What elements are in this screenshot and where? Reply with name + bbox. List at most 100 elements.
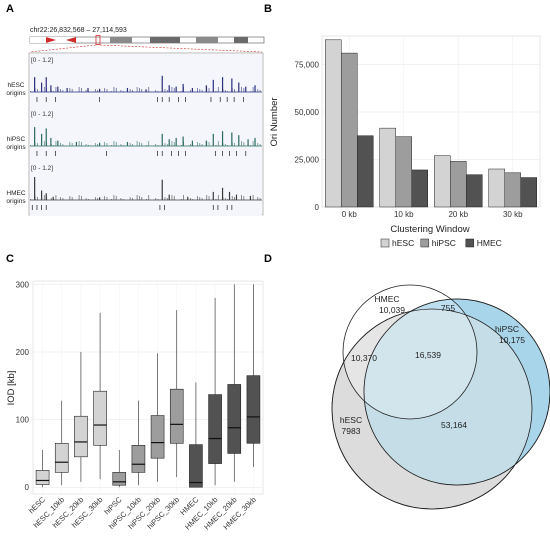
signal-noise: [259, 144, 261, 146]
signal-noise: [141, 143, 143, 146]
signal-noise: [180, 199, 182, 200]
track-label-sub: origins: [6, 198, 26, 205]
signal-noise: [129, 197, 131, 200]
signal-noise: [171, 195, 173, 200]
signal-noise: [157, 91, 159, 92]
signal-noise: [60, 143, 61, 146]
signal-noise: [206, 87, 208, 92]
signal-peak: [34, 77, 36, 92]
bar-hmec-30kb: [520, 177, 537, 208]
signal-noise: [50, 90, 52, 92]
x-tick-label: 0 kb: [342, 210, 358, 219]
legend-label: hESC: [392, 238, 414, 248]
signal-noise: [43, 195, 45, 200]
signal-peak: [50, 137, 52, 146]
signal-noise: [222, 89, 224, 92]
box-hiPSC_30kb: [169, 388, 184, 444]
signal-noise: [199, 143, 201, 146]
signal-noise: [166, 90, 168, 92]
y-tick-label: 75,000: [295, 61, 320, 70]
bar-hmec-10kb: [411, 169, 428, 208]
box-HMEC_20kb: [227, 384, 242, 454]
signal-peak: [161, 75, 163, 92]
signal-noise: [129, 143, 131, 146]
box-hiPSC_20kb: [150, 415, 165, 459]
signal-noise: [197, 196, 198, 200]
signal-noise: [69, 196, 71, 200]
signal-noise: [201, 90, 203, 92]
signal-noise: [173, 142, 175, 146]
signal-peak: [249, 195, 251, 200]
bar-hesc-30kb: [488, 168, 505, 208]
signal-noise: [78, 141, 80, 146]
signal-noise: [252, 87, 254, 92]
signal-noise: [171, 141, 173, 146]
signal-noise: [78, 87, 80, 92]
signal-peak: [168, 85, 170, 92]
signal-noise: [129, 89, 131, 92]
signal-peak: [238, 82, 240, 92]
track-background: [30, 54, 262, 108]
genomic-coordinates: chr22:26,832,568 – 27,114,593: [30, 27, 127, 34]
signal-noise: [146, 199, 147, 200]
signal-noise: [243, 88, 245, 92]
signal-noise: [97, 144, 99, 146]
signal-peak: [212, 191, 214, 200]
legend-swatch: [420, 238, 430, 248]
signal-noise: [215, 199, 217, 200]
signal-noise: [36, 89, 38, 92]
signal-noise: [55, 87, 57, 92]
signal-noise: [85, 144, 87, 146]
signal-noise: [155, 144, 157, 146]
signal-noise: [227, 91, 228, 92]
signal-noise: [199, 197, 201, 200]
signal-noise: [259, 90, 261, 92]
signal-noise: [222, 143, 224, 146]
signal-peak: [57, 86, 59, 92]
signal-noise: [136, 195, 138, 200]
signal-noise: [190, 90, 191, 92]
venn-count-hesc-hipsc: 53,164: [441, 420, 467, 430]
signal-noise: [141, 89, 143, 92]
signal-noise: [231, 196, 233, 200]
box-hiPSC_10kb: [131, 445, 146, 473]
signal-noise: [97, 198, 99, 200]
signal-peak: [41, 133, 43, 146]
centromere-left-icon: [46, 37, 56, 43]
venn-label-hipsc: hiPSC: [495, 324, 519, 334]
signal-noise: [155, 198, 157, 200]
panel-c-letter: C: [6, 253, 14, 265]
signal-peak: [221, 77, 224, 92]
signal-noise: [197, 88, 198, 92]
signal-noise: [250, 145, 252, 146]
track-label: hiPSC: [7, 136, 26, 143]
bar-hipsc-20kb: [450, 161, 467, 208]
centromere-right-icon: [66, 37, 76, 43]
venn-label-hmec: HMEC: [374, 294, 399, 304]
signal-peak: [212, 79, 214, 92]
panel-b-letter: B: [264, 3, 272, 15]
signal-noise: [50, 198, 52, 200]
signal-noise: [224, 198, 226, 200]
signal-noise: [50, 144, 52, 146]
y-tick-label: 100: [16, 416, 30, 425]
signal-noise: [115, 196, 117, 200]
signal-peak: [191, 140, 193, 146]
box-hiPSC: [112, 472, 127, 486]
signal-noise: [208, 142, 210, 146]
signal-noise: [252, 141, 254, 146]
signal-peak: [45, 77, 47, 92]
signal-noise: [183, 87, 184, 92]
signal-peak: [168, 194, 170, 200]
signal-noise: [111, 145, 112, 146]
signal-noise: [192, 145, 194, 146]
venn-count-hmec: 10,039: [379, 305, 405, 315]
signal-noise: [164, 89, 166, 92]
signal-noise: [113, 195, 115, 200]
track-range: [0 - 1.2]: [31, 165, 53, 172]
y-tick-label: 0: [25, 483, 30, 492]
signal-noise: [46, 142, 48, 146]
signal-noise: [104, 142, 106, 146]
signal-peak: [75, 141, 77, 146]
signal-noise: [104, 196, 106, 200]
